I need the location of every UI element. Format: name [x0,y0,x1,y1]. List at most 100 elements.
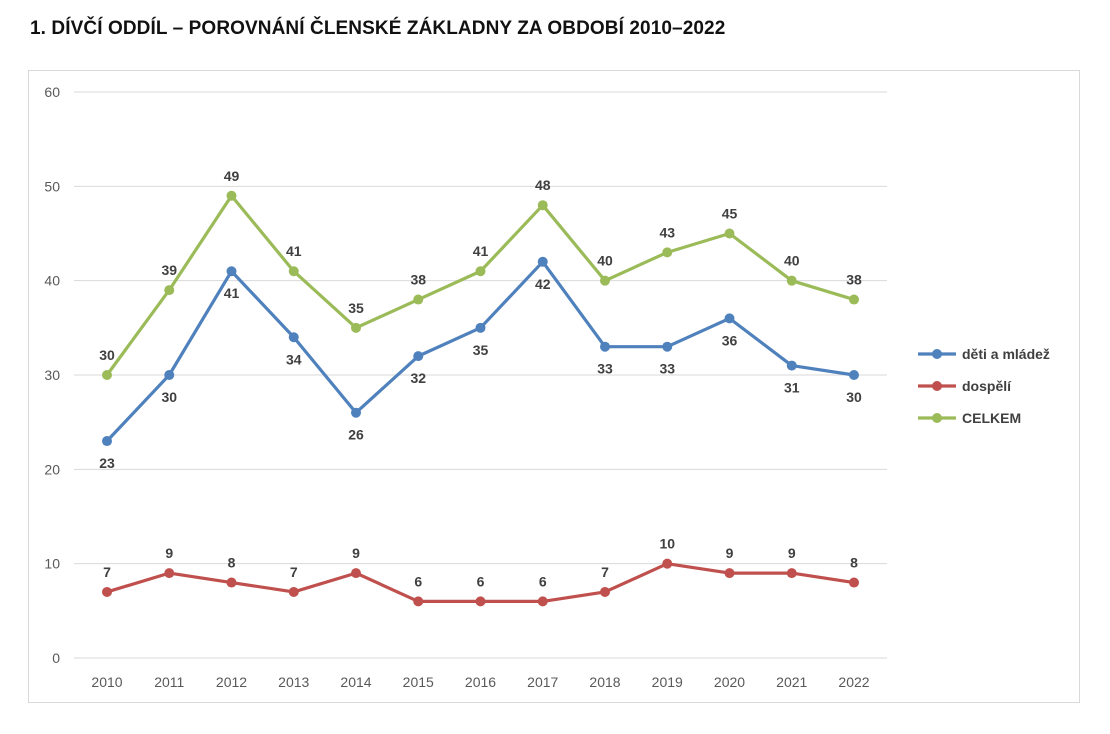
data-point [226,266,237,277]
series-points [102,190,859,607]
y-tick-label: 40 [44,273,60,289]
data-point [849,294,859,305]
data-point [849,370,859,380]
x-tick-label: 2019 [652,674,683,690]
data-label: 36 [722,332,738,348]
data-label: 10 [659,536,675,552]
legend-entry: CELKEM [962,410,1021,426]
data-label: 9 [726,545,734,561]
x-tick-label: 2020 [714,674,745,690]
data-point [164,568,175,579]
x-tick-label: 2018 [589,674,620,690]
data-label: 35 [473,342,489,358]
data-point [724,313,735,324]
data-label: 40 [784,253,800,269]
data-point [786,568,797,579]
x-tick-label: 2013 [278,674,309,690]
data-label: 38 [410,272,426,288]
data-label: 6 [414,573,422,589]
data-label: 33 [659,361,675,377]
legend: děti a mládež dospělí CELKEM [918,346,1050,426]
data-point [351,322,361,333]
data-point [475,322,486,333]
data-point [102,370,112,380]
y-tick-label: 60 [44,84,60,100]
data-point [475,266,486,277]
data-label: 9 [165,545,173,561]
data-point [600,586,610,597]
chart-area [28,70,1080,703]
data-label: 23 [99,455,115,471]
data-label: 7 [601,564,609,580]
data-label: 6 [477,573,485,589]
data-label: 38 [846,272,862,288]
y-tick-label: 0 [52,650,60,666]
x-tick-label: 2011 [154,674,184,690]
legend-swatch-marker [932,381,942,391]
data-label: 31 [784,380,800,396]
data-label: 49 [224,168,240,184]
data-label: 41 [286,243,302,259]
x-tick-label: 2012 [216,674,247,690]
data-point [351,568,361,579]
data-point [662,558,673,569]
data-label: 43 [659,224,675,240]
data-label: 32 [410,370,426,386]
data-label: 26 [348,427,364,443]
data-point [600,341,610,352]
data-point [537,596,548,607]
data-point [413,596,424,607]
data-label: 30 [99,347,115,363]
x-tick-label: 2014 [340,674,371,690]
data-label: 42 [535,276,551,292]
data-label: 30 [161,389,177,405]
data-label: 30 [846,389,862,405]
gridlines [74,91,887,659]
data-point [413,294,424,305]
data-label: 7 [103,564,111,580]
data-label: 39 [161,262,177,278]
data-point [786,275,797,286]
legend-entry: dospělí [962,378,1012,394]
data-point [724,228,735,239]
legend-swatch-marker [932,413,942,423]
data-point [288,586,299,597]
data-point [226,190,237,201]
data-label: 8 [228,555,236,571]
data-point [662,341,673,352]
y-tick-label: 20 [44,461,60,477]
data-point [102,436,112,447]
data-point [537,256,548,267]
data-label: 40 [597,253,613,269]
x-tick-label: 2015 [403,674,434,690]
data-label: 41 [473,243,489,259]
y-tick-label: 10 [44,556,60,572]
page-title: 1. DÍVČÍ ODDÍL – POROVNÁNÍ ČLENSKÉ ZÁKLA… [30,18,726,39]
data-point [537,200,548,211]
y-axis-ticks: 0 10 20 30 40 50 60 [44,84,60,666]
data-point [849,577,859,588]
data-point [724,568,735,579]
data-label: 9 [788,545,796,561]
data-point [351,407,361,418]
data-point [102,586,112,597]
y-tick-label: 50 [44,178,60,194]
data-point [288,266,299,277]
data-labels: 23 30 41 34 26 32 35 42 33 33 36 31 30 7 9 8 7 9 6 6 6 7 10 9 9 8… [99,168,862,590]
legend-entry: děti a mládež [962,346,1050,362]
data-label: 9 [352,545,360,561]
data-point [164,370,175,380]
x-tick-label: 2016 [465,674,496,690]
data-point [288,332,299,343]
data-label: 6 [539,573,547,589]
data-point [786,360,797,371]
y-tick-label: 30 [44,367,60,383]
x-tick-label: 2021 [776,674,807,690]
x-tick-label: 2022 [838,674,869,690]
data-point [662,247,673,258]
data-label: 8 [850,555,858,571]
data-label: 41 [224,285,240,301]
data-point [164,285,175,296]
data-label: 45 [722,206,738,222]
